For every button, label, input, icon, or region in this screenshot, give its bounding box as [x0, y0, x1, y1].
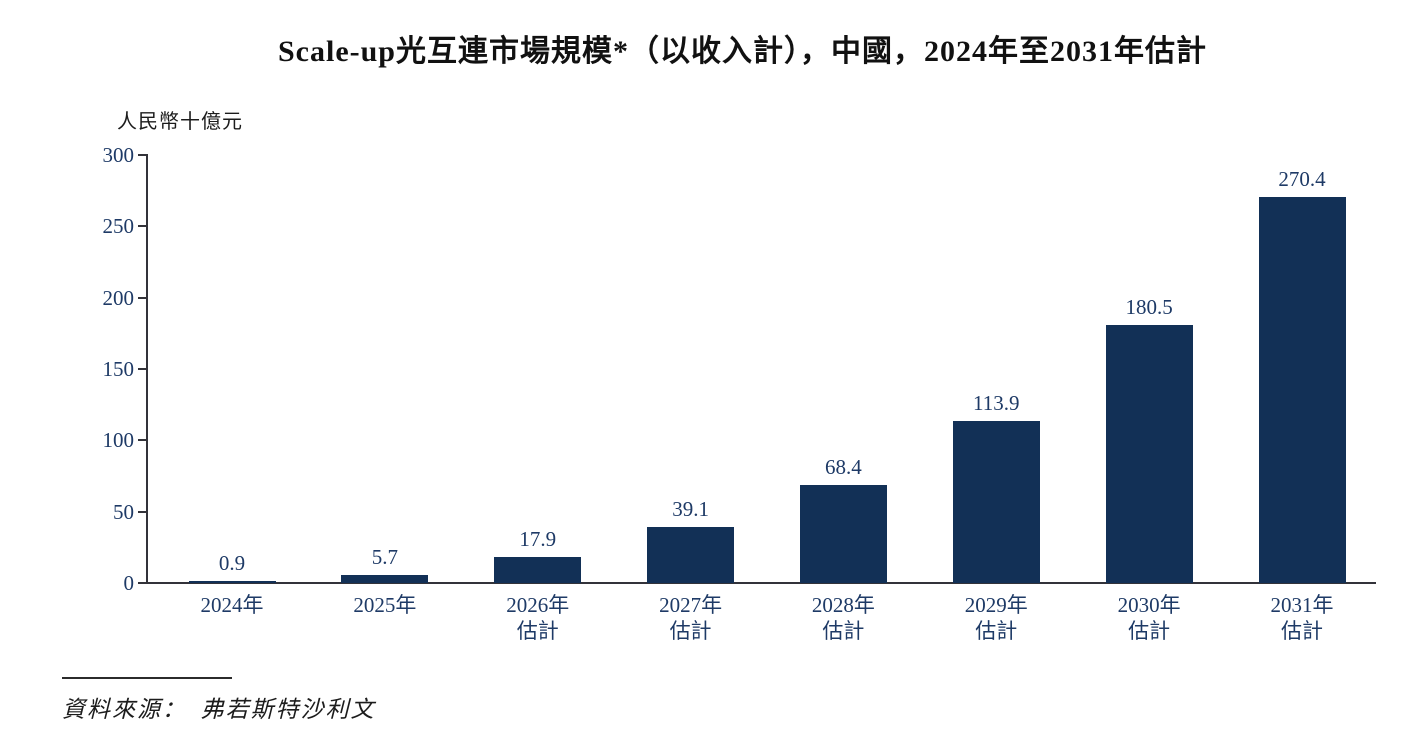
bar-value-label: 5.7 [371, 544, 398, 569]
bar-2031年-估計 [1258, 197, 1346, 583]
y-axis-tick-label: 250 [102, 214, 135, 239]
bar-2025年 [341, 574, 429, 583]
x-axis-label-line: 2025年 [353, 593, 417, 617]
x-axis-label: 2029年 估計 [926, 592, 1066, 644]
x-axis-label: 2028年 估計 [773, 592, 913, 644]
y-axis-line [146, 154, 148, 584]
x-axis-label-line: 2030年 [1117, 593, 1181, 617]
x-axis-label: 2025年 [315, 592, 455, 618]
bar-2024年 [188, 581, 276, 583]
bar-2030年-估計 [1105, 325, 1193, 583]
source-divider [62, 677, 232, 679]
y-axis-tick [138, 296, 147, 299]
bar-value-label: 17.9 [519, 527, 557, 552]
x-axis-label: 2031年 估計 [1232, 592, 1372, 644]
y-axis-tick-label: 200 [102, 285, 135, 310]
y-axis-tick-label: 300 [102, 143, 135, 167]
y-axis-tick-label: 0 [123, 571, 135, 595]
y-axis-tick [138, 510, 147, 513]
x-axis-label: 2024年 [162, 592, 302, 618]
bar-value-label: 270.4 [1278, 167, 1326, 192]
bar-2026年-估計 [494, 557, 582, 583]
x-axis-label-line: 估計 [975, 619, 1018, 643]
y-axis-tick-label: 50 [113, 499, 134, 524]
x-axis-label-line: 2026年 [506, 593, 570, 617]
y-axis-tick [138, 439, 147, 442]
bar-value-label: 180.5 [1125, 295, 1173, 320]
x-axis-label: 2027年 估計 [621, 592, 761, 644]
x-axis-line [146, 582, 1376, 584]
x-axis-label: 2030年 估計 [1079, 592, 1219, 644]
source-note: 資料來源： 弗若斯特沙利文 [62, 697, 376, 722]
bar-2028年-估計 [799, 485, 887, 583]
x-axis-label-line: 2031年 [1270, 593, 1334, 617]
bar-2029年-估計 [952, 420, 1040, 583]
x-axis-label-line: 估計 [516, 619, 559, 643]
bar-value-label: 0.9 [218, 551, 246, 575]
y-axis-tick [138, 225, 147, 228]
x-axis-label: 2026年 估計 [468, 592, 608, 644]
y-axis-tick-label: 150 [102, 357, 135, 381]
bar-value-label: 39.1 [672, 497, 709, 522]
x-axis-label-line: 估計 [822, 619, 865, 643]
bar-value-label: 113.9 [973, 390, 1020, 415]
y-axis-tick [138, 154, 147, 156]
x-axis-label-line: 2024年 [200, 593, 264, 617]
x-axis-label-line: 2027年 [659, 593, 723, 617]
y-axis-tick-label: 100 [102, 428, 135, 453]
y-axis-tick [138, 582, 147, 584]
chart-title: Scale-up光互連市場規模*（以收入計），中國，2024年至2031年估計 [277, 35, 1207, 68]
x-axis-label-line: 估計 [1281, 619, 1323, 643]
bar-2027年-估計 [647, 527, 735, 583]
x-axis-label-line: 2029年 [964, 593, 1028, 617]
x-axis-label-line: 估計 [1128, 619, 1171, 643]
y-axis-unit-label: 人民幣十億元 [117, 111, 243, 133]
x-axis-label-line: 估計 [669, 619, 712, 643]
y-axis-tick [138, 368, 147, 370]
x-axis-label-line: 2028年 [811, 593, 875, 617]
bar-value-label: 68.4 [825, 455, 862, 480]
